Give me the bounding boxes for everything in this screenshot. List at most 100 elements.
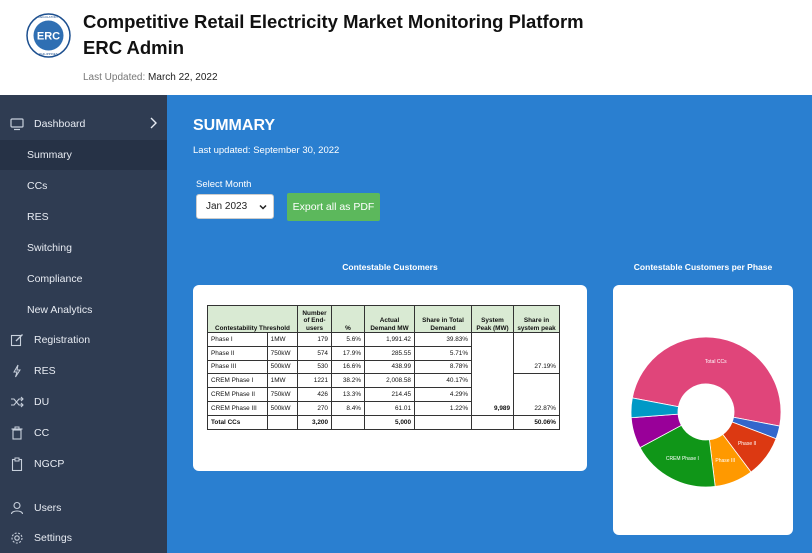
table-row: Phase I 1MW 179 5.6% 1,991.42 39.83% [208, 333, 560, 347]
cell-share-peak [514, 346, 560, 360]
header-percent: % [332, 306, 365, 333]
cell-demand: 214.45 [365, 388, 415, 402]
cell-share-peak [514, 333, 560, 347]
bolt-icon [10, 364, 24, 378]
cell-total-label: Total CCs [208, 415, 268, 429]
table-row: CREM Phase III 500kW 270 8.4% 61.01 1.22… [208, 401, 560, 415]
cell-share-total: 40.17% [415, 374, 472, 388]
table-title: Contestable Customers [193, 262, 587, 272]
header-share-peak: Share in system peak [514, 306, 560, 333]
sidebar-item-new-analytics[interactable]: New Analytics [0, 295, 167, 325]
export-pdf-button[interactable]: Export all as PDF [287, 193, 380, 221]
user-icon [10, 501, 24, 515]
table-row: CREM Phase I 1MW 1221 38.2% 2,008.58 40.… [208, 374, 560, 388]
app-subtitle: ERC Admin [83, 37, 184, 59]
sidebar-item-users[interactable]: Users [0, 493, 167, 523]
sidebar-item-label: Settings [34, 532, 72, 544]
sidebar-item-label: NGCP [34, 458, 64, 470]
sidebar-item-settings[interactable]: Settings [0, 523, 167, 553]
chevron-down-icon [259, 203, 267, 211]
cell-share-peak: 27.19% [514, 360, 560, 374]
pie-slice-label: Total CCs [705, 359, 727, 365]
summary-last-updated: Last updated: September 30, 2022 [193, 145, 339, 156]
cell-phase: Phase I [208, 333, 268, 347]
cell-threshold: 500kW [267, 360, 297, 374]
donut-chart: Total CCs Phase II Phase III CREM Phase I [613, 285, 793, 535]
header-system-peak: System Peak (MW) [472, 306, 514, 333]
cell-share-peak [514, 388, 560, 402]
sidebar-item-dashboard[interactable]: Dashboard [0, 109, 167, 139]
cell-demand: 1,991.42 [365, 333, 415, 347]
last-updated-value: March 22, 2022 [148, 72, 218, 83]
cell-percent: 38.2% [332, 374, 365, 388]
pie-chart-card: Total CCs Phase II Phase III CREM Phase I [613, 285, 793, 535]
page-title: SUMMARY [193, 117, 275, 135]
select-month-label: Select Month [196, 179, 251, 190]
cell-system-peak [472, 333, 514, 347]
cell-end-users: 270 [298, 401, 332, 415]
erc-logo: ERC REGULATORY PHILIPPINES [26, 13, 71, 58]
sidebar-item-cc[interactable]: CC [0, 418, 167, 448]
cell-percent: 16.6% [332, 360, 365, 374]
sidebar-item-registration[interactable]: Registration [0, 325, 167, 355]
app-header: ERC REGULATORY PHILIPPINES Competitive R… [0, 0, 812, 95]
cell-end-users: 426 [298, 388, 332, 402]
header-share-total: Share in Total Demand [415, 306, 472, 333]
sidebar-item-res-sub[interactable]: RES [0, 202, 167, 232]
cell-phase: CREM Phase II [208, 388, 268, 402]
edit-icon [10, 333, 24, 347]
sidebar-item-label: Summary [27, 149, 72, 161]
cell-threshold: 750kW [267, 346, 297, 360]
sidebar-item-summary[interactable]: Summary [0, 140, 167, 170]
cell-share-total: 4.29% [415, 388, 472, 402]
cell-share-total: 8.78% [415, 360, 472, 374]
svg-text:REGULATORY: REGULATORY [38, 15, 58, 19]
main-content: SUMMARY Last updated: September 30, 2022… [167, 95, 812, 553]
clipboard-icon [10, 457, 24, 471]
cell-threshold: 1MW [267, 374, 297, 388]
cell-system-peak [472, 346, 514, 360]
cell-threshold: 1MW [267, 333, 297, 347]
sidebar-item-label: Registration [34, 334, 90, 346]
sidebar-item-ccs[interactable]: CCs [0, 171, 167, 201]
sidebar-item-label: New Analytics [27, 304, 92, 316]
cell-total-share-peak: 50.06% [514, 415, 560, 429]
sidebar-item-du[interactable]: DU [0, 387, 167, 417]
pie-slice-label: Phase III [715, 458, 735, 464]
header-actual-demand: Actual Demand MW [365, 306, 415, 333]
cell-end-users: 530 [298, 360, 332, 374]
sidebar-item-switching[interactable]: Switching [0, 233, 167, 263]
sidebar-item-label: RES [27, 211, 49, 223]
cell-total-threshold [267, 415, 297, 429]
sidebar-item-label: CCs [27, 180, 47, 192]
header-last-updated: Last Updated: March 22, 2022 [83, 72, 218, 83]
last-updated-label: Last Updated: [83, 72, 145, 83]
sidebar-item-ngcp[interactable]: NGCP [0, 449, 167, 479]
sidebar-item-res[interactable]: RES [0, 356, 167, 386]
cell-total-demand: 5,000 [365, 415, 415, 429]
gear-icon [10, 531, 24, 545]
cell-share-peak [514, 374, 560, 388]
app-title: Competitive Retail Electricity Market Mo… [83, 11, 584, 33]
sidebar-item-label: Compliance [27, 273, 82, 285]
cell-share-total: 39.83% [415, 333, 472, 347]
cell-phase: CREM Phase I [208, 374, 268, 388]
sidebar-item-label: Users [34, 502, 61, 514]
shuffle-icon [10, 395, 24, 409]
cell-end-users: 179 [298, 333, 332, 347]
cell-system-peak [472, 388, 514, 402]
cell-total-share [415, 415, 472, 429]
cell-share-peak: 22.87% [514, 401, 560, 415]
cell-phase: Phase II [208, 346, 268, 360]
cell-system-peak [472, 374, 514, 388]
cell-demand: 61.01 [365, 401, 415, 415]
contestable-customers-card: Contestability Threshold Number of End-u… [193, 285, 587, 471]
header-end-users: Number of End-users [298, 306, 332, 333]
cell-demand: 2,008.58 [365, 374, 415, 388]
header-threshold: Contestability Threshold [208, 306, 298, 333]
cell-end-users: 1221 [298, 374, 332, 388]
table-row: Phase III 500kW 530 16.6% 438.99 8.78% 2… [208, 360, 560, 374]
month-select[interactable]: Jan 2023 [196, 194, 274, 219]
pie-slice-label: Phase II [738, 441, 756, 447]
sidebar-item-compliance[interactable]: Compliance [0, 264, 167, 294]
